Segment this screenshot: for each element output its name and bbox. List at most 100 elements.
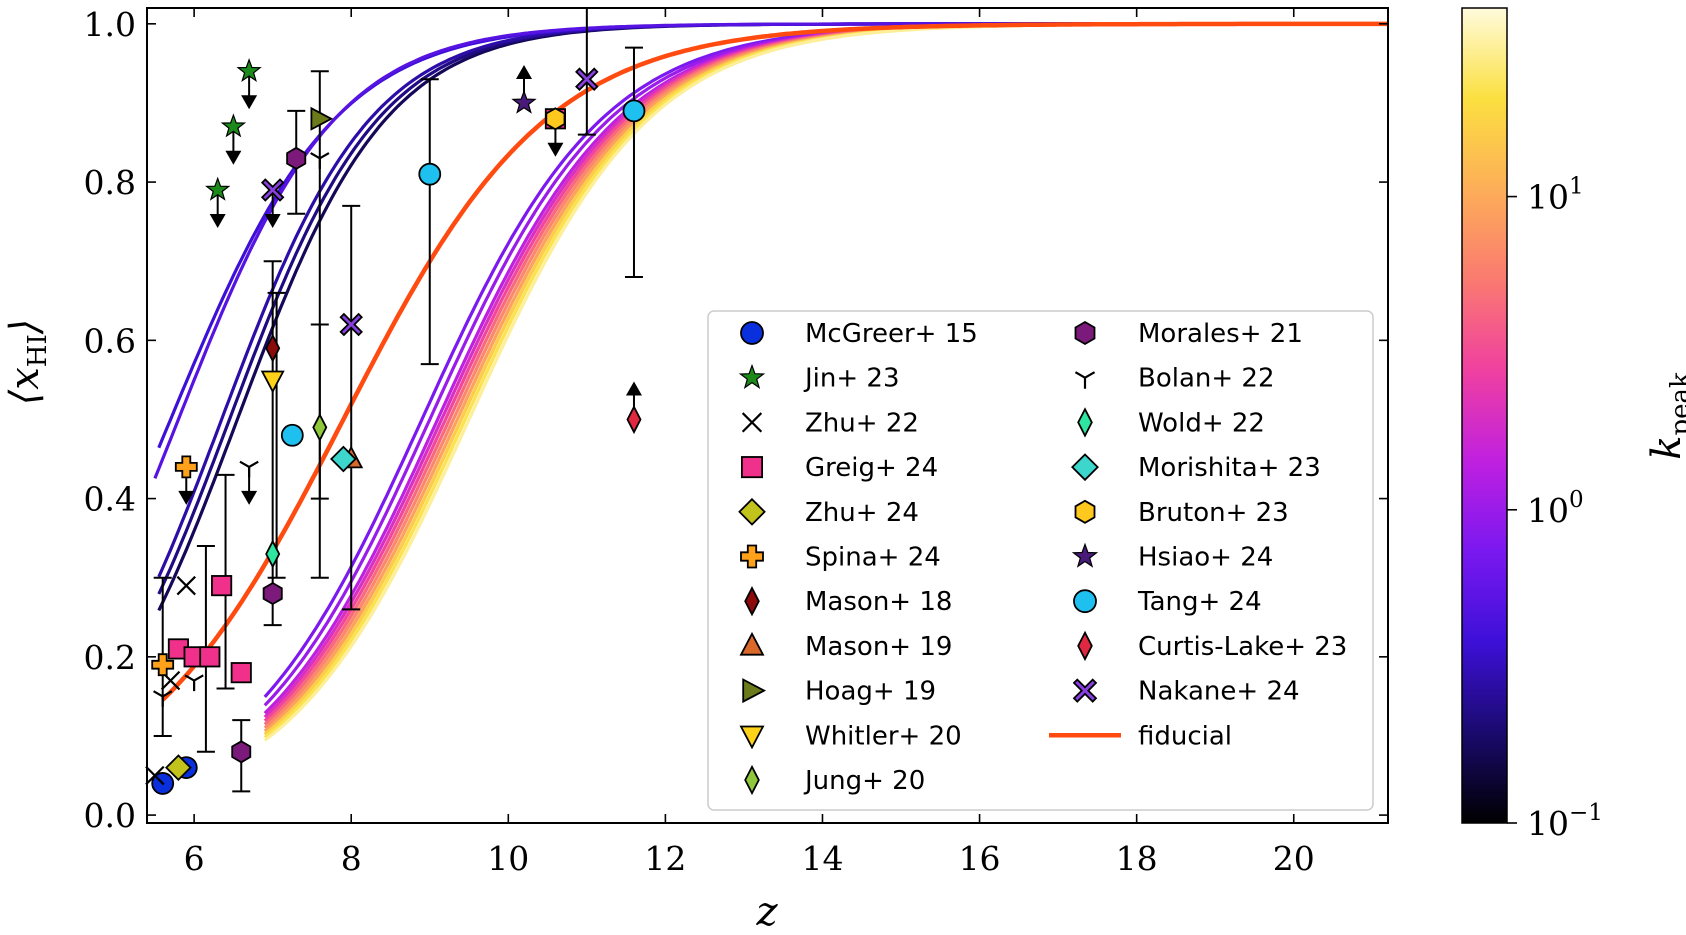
fiducial-curve: [161, 21, 1388, 702]
legend-item-mason-18: Mason+ 18: [744, 586, 952, 617]
data-point: [145, 765, 165, 786]
legend-item-jung-20: Jung+ 20: [744, 764, 925, 796]
legend-marker: [1077, 407, 1093, 438]
series-hoag-19: [310, 106, 334, 131]
legend-item-wold-22: Wold+ 22: [1077, 407, 1265, 438]
legend-marker: [1074, 371, 1096, 389]
data-point: [265, 333, 281, 363]
legend-label: McGreer+ 15: [805, 319, 978, 349]
y-axis-title-subscript: HI: [23, 334, 53, 367]
data-point: [418, 162, 442, 186]
limit-arrow-head: [625, 381, 642, 396]
data-point: [622, 99, 646, 123]
error-bar: [310, 323, 329, 500]
limit-arrow-head: [209, 213, 226, 228]
legend-label: Jung+ 20: [803, 766, 925, 796]
data-point: [260, 370, 285, 394]
data-point: [339, 312, 363, 337]
legend-item-bruton-23: Bruton+ 23: [1074, 498, 1289, 528]
data-point: [545, 107, 566, 131]
legend-label: Wold+ 22: [1138, 408, 1265, 438]
legend-label: Hoag+ 19: [805, 677, 936, 707]
series-whitler-20: [260, 370, 285, 394]
legend-label: Whitler+ 20: [805, 721, 962, 751]
x-tick-label: 20: [1273, 839, 1315, 878]
data-point: [184, 674, 204, 692]
legend-item-bolan-22: Bolan+ 22: [1074, 364, 1275, 394]
limit-arrow-head: [241, 95, 258, 110]
y-tick-label: 0.6: [84, 321, 136, 360]
data-point: [230, 662, 252, 684]
legend-item-hsiao-24: Hsiao+ 24: [1071, 543, 1273, 573]
legend-item-mcgreer-15: McGreer+ 15: [740, 319, 978, 349]
y-axis-title-text: ⟨xHI⟩: [2, 319, 53, 406]
plot-frame: [146, 7, 1389, 824]
x-tick-label: 16: [959, 839, 1001, 878]
legend-item-spina-24: Spina+ 24: [740, 543, 941, 573]
colorbar-tick-label: 101: [1527, 174, 1584, 217]
legend-item-hoag-19: Hoag+ 19: [742, 677, 936, 707]
legend-item-jin-23: Jin+ 23: [738, 363, 900, 394]
x-tick-label: 8: [341, 839, 362, 878]
legend-item-nakane-24: Nakane+ 24: [1072, 677, 1300, 707]
y-tick-label: 1.0: [84, 5, 136, 44]
legend: McGreer+ 15 Jin+ 23 Zhu+ 22 Greig+ 24 Zhu+ 2…: [707, 310, 1374, 811]
legend-label: Jin+ 23: [803, 364, 900, 394]
legend-marker: [740, 456, 764, 479]
limit-arrow-head: [516, 64, 533, 79]
legend-label: Zhu+ 22: [805, 408, 919, 438]
data-point: [174, 455, 198, 479]
legend-marker: [742, 678, 767, 704]
colorbar-tick-exponent: 0: [1569, 487, 1584, 513]
legend-label: Spina+ 24: [805, 543, 941, 573]
legend-label: Morishita+ 23: [1138, 453, 1321, 483]
y-tick-label: 0.4: [84, 480, 136, 519]
limit-arrow-head: [225, 150, 242, 165]
legend-marker: [739, 725, 765, 750]
series-spina-24: [151, 455, 198, 677]
legend-label: fiducial: [1138, 721, 1232, 751]
x-tick-label: 6: [184, 839, 205, 878]
data-point: [265, 539, 281, 569]
series-jin-23: [205, 58, 262, 228]
error-bar: [420, 78, 439, 366]
colorbar-tick-exponent: 1: [1569, 174, 1584, 200]
legend-marker: [741, 412, 763, 433]
legend-label: Curtis-Lake+ 23: [1138, 632, 1347, 662]
x-axis: 6 8 10 12 14 16 18 20: [184, 8, 1315, 878]
error-bar: [342, 204, 361, 611]
colorbar-label-subscript: peak: [1666, 372, 1686, 436]
legend-marker: [1074, 320, 1096, 346]
legend-label: Tang+ 24: [1137, 587, 1262, 617]
series-jung-20: [312, 412, 328, 442]
series-mason-18: [265, 333, 281, 363]
legend-marker: [744, 764, 760, 796]
y-tick-label: 0.2: [84, 638, 136, 677]
legend-label: Bruton+ 23: [1138, 498, 1289, 528]
data-point: [262, 581, 283, 606]
data-point: [286, 146, 307, 170]
legend-marker: [739, 631, 765, 656]
legend-marker: [1074, 499, 1096, 524]
colorbar-label-text: kpeak: [1644, 372, 1686, 460]
data-point: [260, 178, 285, 202]
legend-item-zhu-24: Zhu+ 24: [738, 498, 919, 528]
data-point: [280, 423, 304, 447]
x-tick-label: 18: [1116, 839, 1158, 878]
legend-label: Zhu+ 24: [805, 498, 919, 528]
legend-item-greig-24: Greig+ 24: [740, 453, 938, 483]
legend-label: Hsiao+ 24: [1138, 543, 1273, 573]
series-tang-24: [280, 99, 646, 447]
legend-marker: [740, 321, 764, 345]
legend-item-fiducial: fiducial: [1049, 721, 1232, 751]
legend-label: Mason+ 19: [805, 632, 952, 662]
legend-label: Morales+ 21: [1138, 319, 1303, 349]
legend-item-morishita-23: Morishita+ 23: [1071, 453, 1321, 483]
data-point: [151, 653, 175, 677]
series-bruton-23: [545, 107, 566, 131]
data-point: [239, 460, 259, 478]
limit-arrow-head: [264, 213, 281, 228]
data-point: [310, 152, 330, 169]
colorbar-tick-label: 100: [1527, 487, 1584, 530]
legend-marker: [738, 363, 766, 389]
